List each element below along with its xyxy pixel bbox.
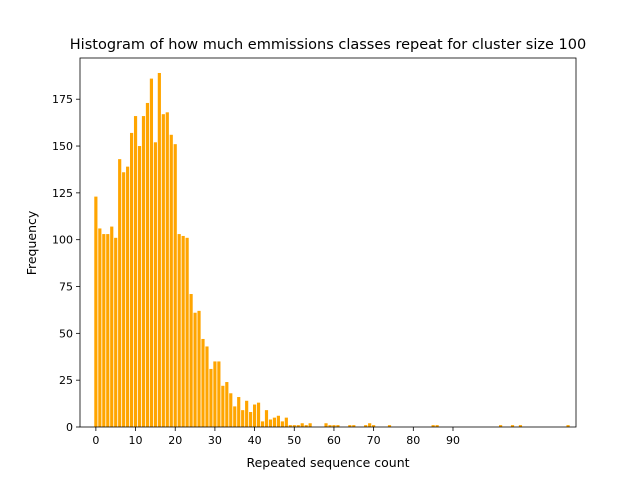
histogram-bar (126, 166, 130, 427)
histogram-bar (332, 425, 336, 427)
x-tick-label: 90 (446, 434, 460, 447)
x-axis: 0 10 20 30 40 50 60 70 80 90 (92, 427, 460, 447)
histogram-bar (296, 425, 300, 427)
histogram-bar (324, 423, 328, 427)
histogram-bar (308, 423, 312, 427)
plot-frame (79, 57, 577, 428)
histogram-bar (368, 423, 372, 427)
histogram-bar (300, 423, 304, 427)
histogram-bar (122, 172, 126, 427)
histogram-bar (110, 226, 114, 427)
histogram-bar (256, 402, 261, 427)
histogram-bar (364, 425, 368, 427)
histogram-bar (201, 338, 205, 427)
histogram-bar (221, 385, 225, 427)
histogram-bar (245, 400, 249, 427)
y-tick-label: 125 (52, 187, 73, 200)
x-tick-label: 50 (287, 434, 301, 447)
x-tick-label: 20 (168, 434, 182, 447)
histogram-bar (268, 419, 273, 427)
histogram-bar (173, 144, 177, 428)
y-tick-label: 75 (59, 281, 73, 294)
histogram-bar (118, 159, 122, 427)
y-axis-label: Frequency (24, 210, 39, 275)
histogram-bar (161, 114, 165, 427)
histogram-bar (129, 132, 134, 427)
chart-title: Histogram of how much emmissions classes… (70, 37, 586, 53)
histogram-bar (114, 237, 118, 427)
histogram-bar (510, 425, 515, 427)
histogram-bar (102, 234, 106, 427)
y-tick-label: 25 (59, 374, 73, 387)
histogram-bar (165, 112, 169, 427)
x-tick-label: 30 (208, 434, 222, 447)
histogram-bar (149, 78, 154, 427)
histogram-bar (372, 425, 376, 427)
y-tick-label: 150 (52, 140, 73, 153)
y-tick-label: 0 (66, 421, 73, 434)
histogram-bar (387, 425, 392, 427)
y-axis: 0 25 50 75 100 125 150 175 (52, 93, 80, 434)
histogram-bar (209, 368, 213, 427)
histogram-bar (217, 361, 221, 427)
histogram-bar (352, 425, 356, 427)
histogram-bar (169, 134, 173, 428)
histogram-bar (225, 382, 229, 427)
histogram-bar (237, 397, 241, 427)
histogram-bar (435, 425, 439, 427)
histogram-bar (177, 234, 181, 427)
histogram-bar (145, 102, 150, 427)
histogram-bar (133, 116, 138, 428)
x-tick-label: 80 (406, 434, 420, 447)
x-tick-label: 10 (129, 434, 143, 447)
bars-group (94, 72, 570, 428)
histogram-bar (98, 228, 102, 427)
histogram-bar (193, 312, 197, 427)
histogram-bar (181, 235, 185, 427)
histogram-bar (304, 425, 308, 427)
histogram-bar (213, 361, 217, 427)
histogram-bar (249, 412, 253, 427)
histogram-bar (157, 72, 161, 427)
histogram-bar (94, 196, 98, 427)
x-tick-label: 40 (248, 434, 262, 447)
histogram-bar (272, 417, 277, 427)
histogram-bar (253, 404, 257, 427)
histogram-bar (566, 425, 570, 427)
histogram-bar (205, 346, 209, 427)
histogram-bar (280, 421, 284, 427)
histogram-bar (153, 142, 157, 427)
histogram-bar (189, 294, 193, 427)
histogram-bar (328, 425, 332, 427)
x-tick-label: 60 (327, 434, 341, 447)
histogram-bar (276, 415, 280, 427)
x-tick-label: 70 (367, 434, 381, 447)
histogram-bar (106, 234, 110, 427)
histogram-bar (260, 421, 265, 427)
histogram-bar (336, 425, 340, 427)
x-axis-label: Repeated sequence count (246, 455, 409, 470)
histogram-bar (264, 410, 269, 427)
histogram-bar (499, 425, 503, 427)
histogram-bar (137, 146, 142, 428)
histogram-bar (141, 116, 146, 428)
histogram-bar (284, 417, 288, 427)
histogram-bar (348, 425, 352, 427)
y-tick-label: 100 (52, 234, 73, 247)
histogram-bar (241, 410, 245, 427)
y-tick-label: 175 (52, 93, 73, 106)
histogram-bar (233, 406, 237, 427)
histogram-bar (431, 425, 435, 427)
y-tick-label: 50 (59, 327, 73, 340)
histogram-bar (185, 237, 189, 427)
x-tick-label: 0 (92, 434, 99, 447)
histogram-bar (518, 425, 523, 427)
histogram-bar (229, 393, 233, 427)
histogram-bar (288, 425, 292, 427)
histogram-bar (292, 425, 296, 427)
histogram-bar (197, 310, 201, 427)
